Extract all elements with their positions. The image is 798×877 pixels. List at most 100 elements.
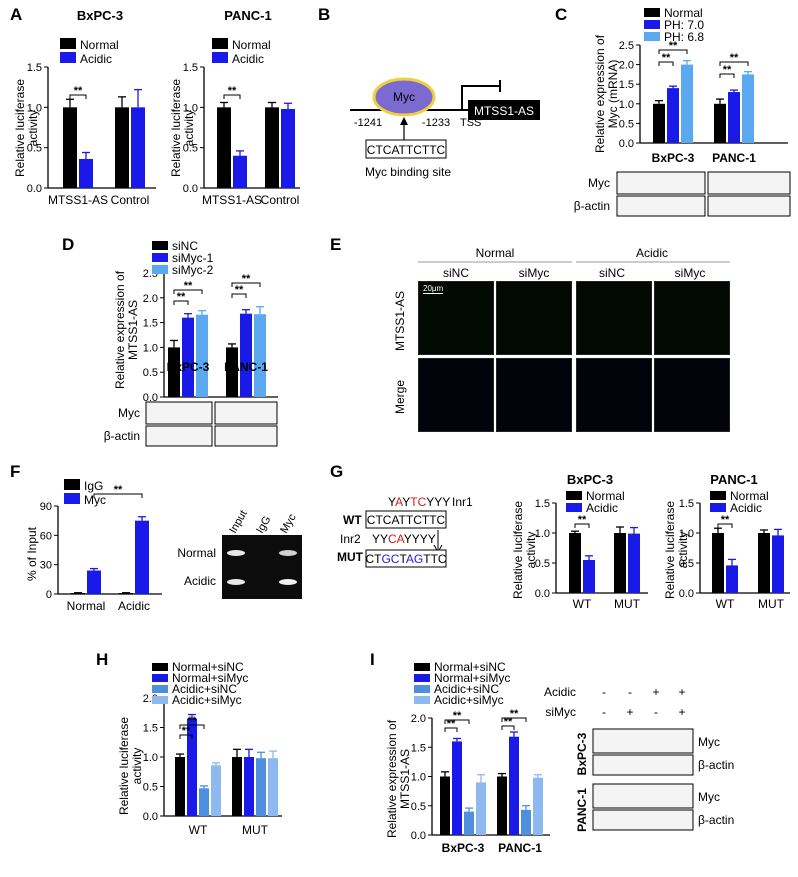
- micro-normal-sinc-merge: [418, 358, 494, 432]
- gel-band-acidic-myc: [279, 579, 297, 585]
- legend-label: Acidic: [232, 52, 264, 66]
- micro-normal-simyc-merge: [496, 358, 572, 432]
- y-tick-label: 90: [40, 501, 52, 513]
- significance-bracket: [719, 61, 749, 66]
- legend-label: Acidic+siMyc: [434, 693, 504, 707]
- panel-letter-f: F: [10, 462, 20, 481]
- y-tick-label: 1.0: [143, 342, 158, 354]
- significance-label: **: [182, 725, 191, 737]
- category-label: Control: [111, 193, 150, 207]
- legend-swatch: [152, 265, 168, 274]
- category-label: Acidic: [118, 599, 150, 613]
- gel-band-normal-input: [227, 550, 245, 556]
- gel-col-input: Input: [227, 508, 250, 535]
- y-tick-label: 0.5: [619, 118, 634, 130]
- bar: [681, 64, 693, 143]
- gel-image: Input IgG Myc Normal Acidic: [177, 508, 302, 599]
- y-tick-label: 60: [40, 530, 52, 542]
- y-tick-label: 2.0: [143, 293, 158, 305]
- chart-g1: 0.0 0.5 1.0 1.5 Relative luciferase activity B…: [511, 472, 648, 611]
- mut-seq-box: [365, 549, 447, 568]
- legend-swatch: [152, 696, 168, 704]
- legend-swatch: [414, 696, 430, 704]
- y-tick-label: 2.0: [619, 60, 634, 72]
- legend-label: Acidic: [730, 501, 762, 515]
- significance-bracket: [501, 717, 527, 722]
- blot-c-myc-left: [616, 171, 706, 195]
- legend-swatch: [414, 663, 430, 671]
- bar: [772, 535, 784, 593]
- y-tick-label: 0.0: [619, 138, 634, 150]
- legend-label: siNC: [172, 239, 198, 253]
- blot-i-acidic-label: Acidic: [544, 685, 576, 699]
- y-axis-label: Relative expression of: [593, 34, 607, 153]
- pm-simyc-4: +: [678, 705, 685, 719]
- micro-normal-sinc-mtss1as: 20μm: [418, 281, 494, 355]
- category-label: MUT: [242, 823, 269, 837]
- legend-swatch: [710, 503, 726, 512]
- bar: [758, 533, 770, 593]
- bar: [71, 593, 85, 594]
- gel-background: [222, 535, 302, 599]
- y-axis-label: activity: [524, 532, 538, 569]
- y-axis-label: MTSS1-AS: [398, 749, 412, 809]
- legend-label: Normal: [586, 489, 625, 503]
- blot-i-pa-myc-label: Myc: [698, 790, 720, 804]
- blot-c-actin-right: [707, 195, 791, 217]
- panel-letter-h: H: [96, 650, 108, 669]
- inr2-label: Inr2: [340, 532, 361, 546]
- y-tick-label: 1.0: [143, 752, 158, 764]
- e-col-2: siMyc: [519, 266, 550, 280]
- significance-bracket: [69, 94, 87, 99]
- legend-label: Acidic+siMyc: [172, 693, 242, 707]
- gel-col-igg: IgG: [254, 514, 273, 535]
- y-tick-label: 0.5: [679, 558, 694, 570]
- blot-i-pa-actin: [592, 809, 694, 831]
- site-label: Myc binding site: [365, 165, 451, 179]
- bar: [653, 103, 665, 143]
- myc-protein-ellipse: [372, 77, 436, 117]
- bar: [256, 758, 266, 816]
- legend-label: Acidic+siNC: [172, 682, 237, 696]
- e-col-1: siNC: [443, 266, 469, 280]
- mut-label: MUT: [337, 550, 364, 564]
- bar: [476, 782, 486, 835]
- bar: [497, 776, 507, 835]
- gel-col-myc: Myc: [278, 512, 299, 536]
- significance-bracket: [231, 293, 247, 298]
- mtss1as-label: MTSS1-AS: [474, 104, 534, 118]
- bar: [199, 788, 209, 816]
- bar: [115, 107, 129, 188]
- blot-i-bx-actin: [592, 754, 694, 776]
- chart-i: 0.0 0.5 1.0 1.5 2.0 Relative expression of MTS…: [385, 660, 550, 855]
- mut-sequence: CTGCTAGTTC: [365, 552, 446, 566]
- significance-label: **: [188, 715, 197, 727]
- significance-label: **: [74, 85, 83, 97]
- y-tick-label: 2.0: [411, 713, 426, 725]
- bar: [131, 107, 145, 188]
- y-tick-label: 0.0: [27, 183, 42, 195]
- promoter-schematic: Myc MTSS1-AS -1241 -1233 TSS CTCATTCTTC …: [350, 77, 540, 179]
- y-tick-label: 0.0: [535, 588, 550, 600]
- significance-label: **: [723, 64, 732, 76]
- y-tick-label: 1.5: [27, 62, 42, 74]
- tss-arrow: [461, 85, 500, 110]
- micro-acidic-sinc-mtss1as: [576, 281, 652, 355]
- bar: [211, 765, 221, 816]
- legend-swatch: [64, 493, 80, 504]
- legend-swatch: [414, 685, 430, 693]
- category-label: MUT: [758, 597, 785, 611]
- bar: [119, 593, 133, 594]
- bar: [87, 570, 101, 594]
- significance-label: **: [228, 85, 237, 97]
- significance-bracket: [501, 725, 515, 730]
- significance-bracket: [444, 719, 470, 724]
- bar: [240, 313, 252, 397]
- pm-acidic-2: -: [628, 685, 632, 699]
- y-tick-label: 1.0: [679, 528, 694, 540]
- chart-title: PANC-1: [224, 8, 271, 23]
- y-axis-label: Relative luciferase: [169, 79, 183, 177]
- bar: [533, 777, 543, 835]
- bar: [464, 811, 474, 835]
